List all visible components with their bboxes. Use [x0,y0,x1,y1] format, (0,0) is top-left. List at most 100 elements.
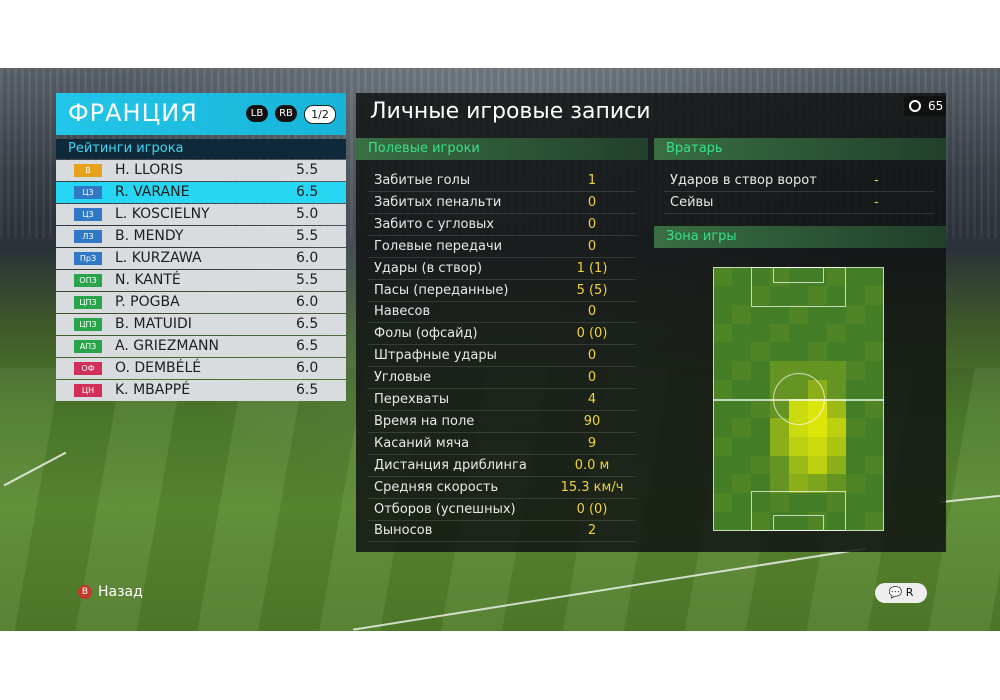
stat-label: Удары (в створ) [374,260,483,276]
stat-value: 0 (0) [576,501,608,517]
heatmap-cell [732,455,752,475]
heatmap-cell [751,474,771,494]
stat-label: Штрафные удары [374,348,497,364]
heatmap-cell [808,512,828,531]
stat-value: 0 [587,194,597,210]
stat-label: Отборов (успешных) [374,501,516,517]
rb-button[interactable]: RB [275,105,297,122]
position-badge: ЦЗ [74,208,102,221]
field-marking [773,515,824,531]
player-row[interactable]: ОФ O. DEMBÉLÉ 6.0 [56,358,346,379]
heatmap-cell [732,285,752,306]
heatmap-cell [789,285,809,306]
player-name: B. MENDY [115,228,184,244]
heatmap-cell [789,474,809,494]
player-rating: 6.5 [296,316,319,332]
player-row[interactable]: ОПЗ N. KANTÉ 5.5 [56,270,346,291]
heatmap-cell [846,399,866,419]
heatmap-cell [789,436,809,457]
player-rating: 6.5 [296,338,319,354]
heatmap-cell [827,399,847,419]
heatmap-cell [751,323,771,343]
heatmap-cell [713,417,733,438]
player-row[interactable]: В H. LLORIS 5.5 [56,160,346,181]
player-row[interactable]: ЛЗ B. MENDY 5.5 [56,226,346,247]
heatmap-cell [770,304,790,325]
stat-value: 0 (0) [576,326,608,342]
heatmap-cell [713,342,733,362]
player-row[interactable]: ЦПЗ P. POGBA 6.0 [56,292,346,313]
heatmap-cell [713,399,733,419]
heatmap-cell [846,474,866,494]
heatmap-cell [751,436,771,457]
heatmap-cell [713,267,733,287]
page-indicator: 1/2 [304,105,336,124]
player-row[interactable]: ЦПЗ B. MATUIDI 6.5 [56,314,346,335]
position-badge: ЛЗ [74,230,102,243]
stat-value: 0 [587,216,597,232]
gk-stat-row: Сейвы - [664,192,934,214]
heatmap-cell [827,285,847,306]
heatmap-cell [808,323,828,343]
heatmap-cell [846,304,866,325]
heatmap-cell [713,361,733,381]
stat-value: 4 [587,392,597,407]
player-name: L. KOSCIELNY [115,206,210,222]
heatmap-cell [846,285,866,306]
heatmap-cell [865,285,884,306]
heatmap-cell [789,512,809,531]
player-row[interactable]: ЦЗ R. VARANE 6.5 [56,182,346,203]
player-name: O. DEMBÉLÉ [115,360,202,376]
lb-button[interactable]: LB [246,105,268,122]
heatmap-cell [808,474,828,494]
player-rating: 6.0 [296,250,319,266]
position-badge: ЦПЗ [74,296,102,309]
stat-label: Пасы (переданные) [374,282,509,298]
heatmap-cell [732,436,752,457]
stat-label: Перехваты [374,392,450,407]
heatmap-cell [865,304,884,325]
heatmap-cell [713,493,733,513]
player-row[interactable]: ЦН K. MBAPPÉ 6.5 [56,380,346,401]
stat-row: Касаний мяча 9 [368,433,636,455]
heatmap-cell [827,474,847,494]
chat-rs-icons[interactable]: 💬 R [875,583,927,603]
heatmap-cell [751,399,771,419]
heatmap-cell [732,417,752,438]
player-row[interactable]: АПЗ A. GRIEZMANN 6.5 [56,336,346,357]
gk-stat-label: Сейвы [670,195,714,210]
heatmap-cell [789,342,809,362]
heatmap-cell [846,342,866,362]
clock-icon [909,100,921,112]
player-row[interactable]: ЦЗ L. KOSCIELNY 5.0 [56,204,346,225]
stat-label: Фолы (офсайд) [374,326,478,342]
player-rating: 5.5 [296,272,319,288]
stat-label: Дистанция дриблинга [374,457,527,473]
stat-row: Угловые 0 [368,367,636,390]
heatmap-cell [732,380,752,400]
field-marking [773,267,824,283]
stat-row: Голевые передачи 0 [368,236,636,258]
heatmap-cell [865,380,884,400]
player-row[interactable]: ПрЗ L. KURZAWA 6.0 [56,248,346,269]
stat-row: Перехваты 4 [368,389,636,411]
heatmap-cell [827,361,847,381]
goalkeeper-header: Вратарь [654,138,946,160]
position-badge: АПЗ [74,340,102,353]
position-badge: ЦПЗ [74,318,102,331]
heatmap-cell [846,455,866,475]
position-badge: ПрЗ [74,252,102,265]
heatmap-cell [827,304,847,325]
heatmap-cell [770,323,790,343]
position-badge: ЦЗ [74,186,102,199]
gk-stat-value: - [874,173,879,188]
heatmap-cell [713,474,733,494]
stat-row: Время на поле 90 [368,411,636,433]
heatmap-cell [827,455,847,475]
stat-label: Время на поле [374,413,475,429]
heatmap-cell [827,512,847,531]
player-name: K. MBAPPÉ [115,382,191,398]
player-name: H. LLORIS [115,162,184,178]
back-button[interactable]: B Назад [78,584,143,600]
heatmap-cell [808,436,828,457]
